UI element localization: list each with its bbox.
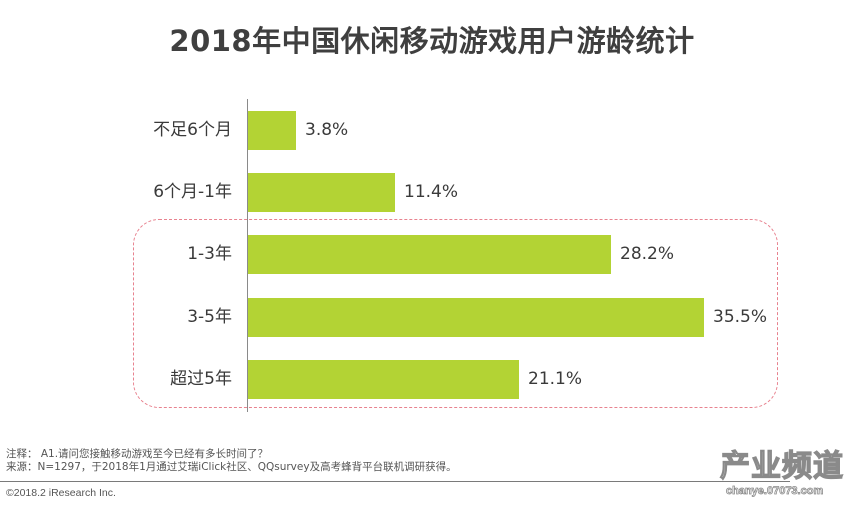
watermark-main: 产业频道 <box>719 449 844 484</box>
bar <box>248 173 395 212</box>
bar-row: 不足6个月 3.8% <box>0 111 864 150</box>
category-label: 不足6个月 <box>153 120 232 140</box>
category-label: 3-5年 <box>187 307 232 327</box>
source-text: 来源：N=1297，于2018年1月通过艾瑞iClick社区、QQsurvey及… <box>6 461 457 473</box>
bar-row: 3-5年 35.5% <box>0 298 864 337</box>
bar <box>248 360 519 399</box>
value-label: 21.1% <box>528 369 583 389</box>
bar <box>248 111 296 150</box>
bar-row: 6个月-1年 11.4% <box>0 173 864 212</box>
watermark-sub: chanye.07073.com <box>726 485 824 498</box>
category-label: 超过5年 <box>170 369 232 389</box>
category-axis <box>247 99 248 412</box>
value-label: 35.5% <box>713 307 768 327</box>
copyright-text: ©2018.2 iResearch Inc. <box>6 487 116 499</box>
value-label: 28.2% <box>620 244 675 264</box>
watermark-logo: 产业频道 chanye.07073.com <box>718 449 860 502</box>
footnotes: 注释： A1.请问您接触移动游戏至今已经有多长时间了？ 来源：N=1297，于2… <box>6 448 457 474</box>
chart-title: 2018年中国休闲移动游戏用户游龄统计 <box>169 24 695 58</box>
note-text: 注释： A1.请问您接触移动游戏至今已经有多长时间了？ <box>6 448 269 460</box>
bar <box>248 298 704 337</box>
bar <box>248 235 611 274</box>
value-label: 3.8% <box>305 120 349 140</box>
category-label: 6个月-1年 <box>153 182 232 202</box>
value-label: 11.4% <box>404 182 459 202</box>
highlight-frame <box>133 219 778 408</box>
category-label: 1-3年 <box>187 244 232 264</box>
bar-row: 1-3年 28.2% <box>0 235 864 274</box>
footer-divider <box>0 481 790 482</box>
bar-row: 超过5年 21.1% <box>0 360 864 399</box>
